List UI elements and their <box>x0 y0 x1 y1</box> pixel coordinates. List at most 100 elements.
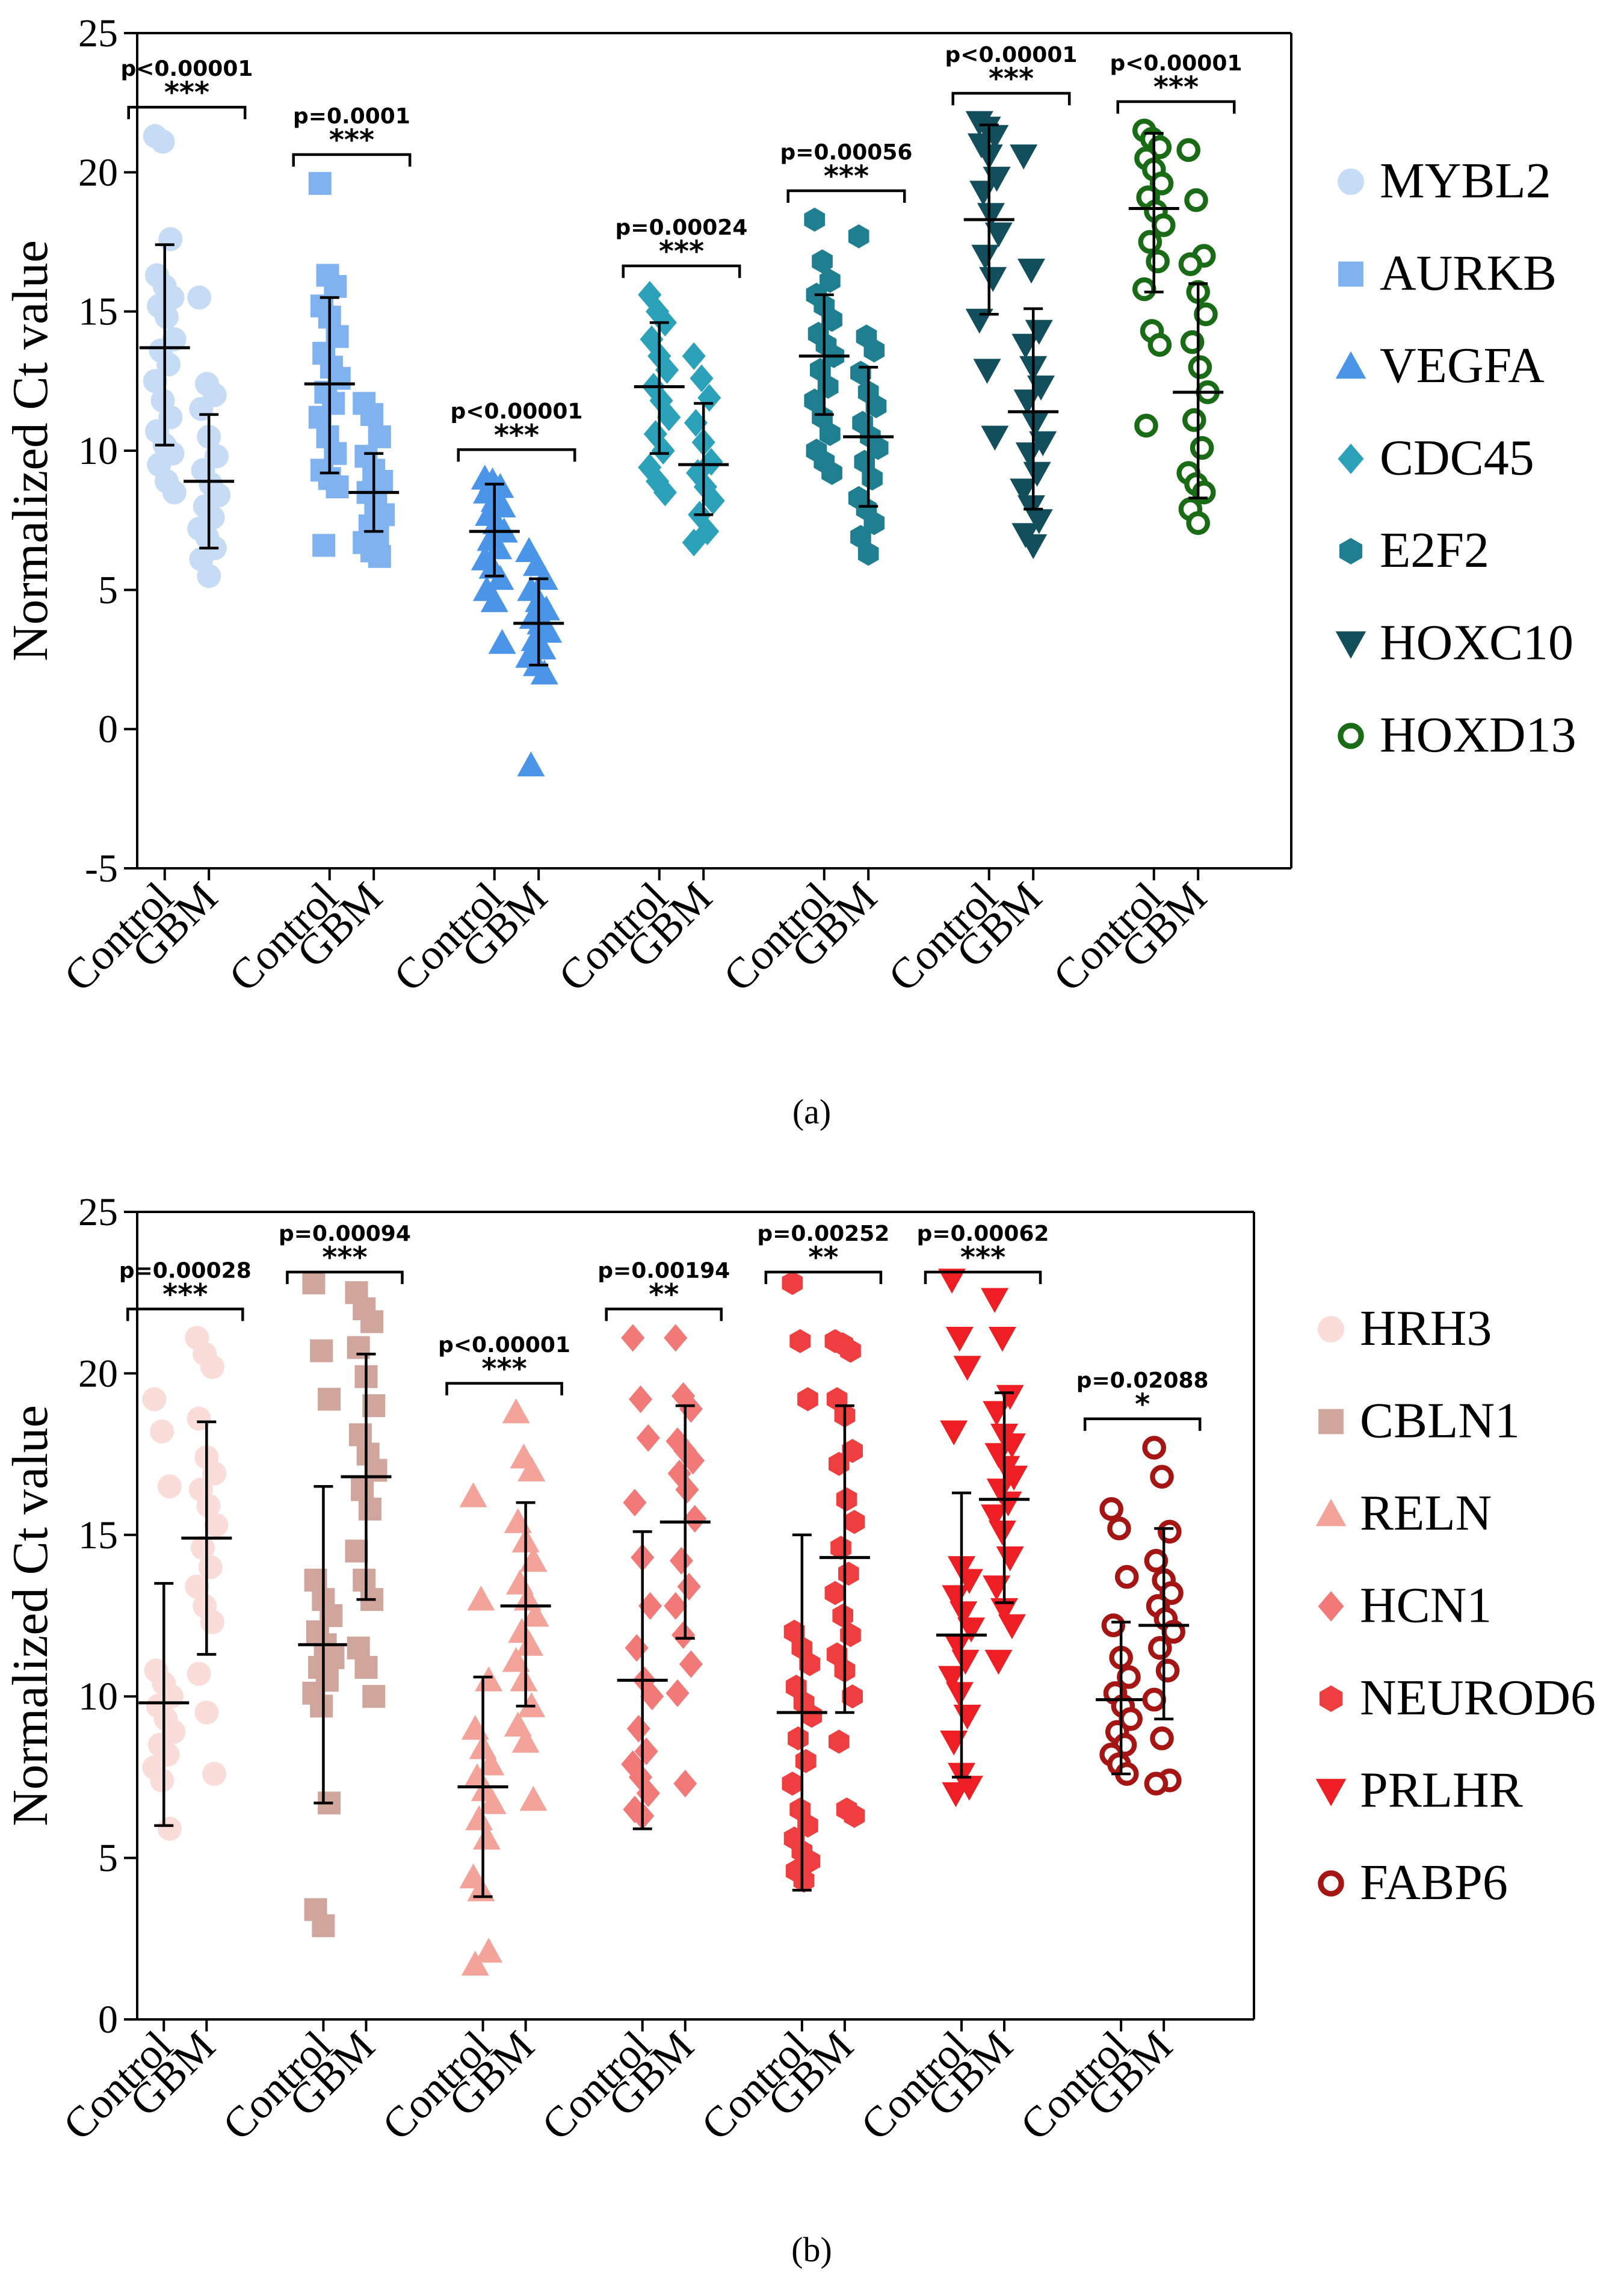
data-point <box>467 1586 495 1611</box>
data-point <box>683 1504 707 1533</box>
data-point <box>1017 258 1045 284</box>
significance-stars: *** <box>481 1352 526 1386</box>
data-point <box>810 357 831 382</box>
data-point <box>324 275 347 298</box>
data-point <box>308 171 332 195</box>
data-point <box>1144 1772 1169 1796</box>
data-point <box>937 1666 966 1691</box>
data-point <box>1147 333 1172 357</box>
data-point <box>797 1387 818 1412</box>
significance-stars: *** <box>162 1277 208 1311</box>
data-point <box>1132 277 1156 301</box>
significance-stars: *** <box>989 62 1034 96</box>
data-point <box>940 1420 968 1446</box>
data-point <box>789 1329 810 1353</box>
data-point <box>1010 144 1038 170</box>
data-point <box>459 1482 487 1507</box>
data-point <box>1000 1465 1028 1491</box>
data-point <box>1184 188 1208 212</box>
p-value-label: p=0.00062 <box>917 1222 1049 1246</box>
error-bar <box>1154 1527 1174 1721</box>
data-point <box>1010 478 1038 504</box>
data-point <box>1138 230 1162 254</box>
significance-bracket <box>622 264 741 278</box>
data-point <box>1021 412 1049 437</box>
data-point <box>465 1805 493 1830</box>
data-point <box>318 1388 341 1411</box>
data-point <box>308 406 332 429</box>
data-point <box>664 1592 688 1620</box>
legend-marker <box>1318 1409 1344 1435</box>
data-point <box>1029 431 1057 457</box>
p-value-label: p<0.00001 <box>451 399 583 424</box>
data-point <box>351 1478 374 1501</box>
data-point <box>804 388 826 413</box>
data-point <box>672 1621 696 1649</box>
error-bar <box>516 1501 536 1708</box>
p-value-label: p=0.0001 <box>293 104 410 129</box>
significance-stars: ** <box>649 1277 679 1311</box>
data-point <box>1149 171 1174 196</box>
data-point <box>202 1762 227 1787</box>
y-tick-label: 25 <box>78 1190 118 1234</box>
data-point <box>812 405 833 430</box>
legend-entry: HCN1 <box>1318 1578 1492 1634</box>
data-point <box>478 1789 507 1814</box>
data-point <box>854 449 875 474</box>
data-point <box>302 1271 326 1295</box>
data-point <box>326 475 349 499</box>
data-point <box>198 1555 223 1580</box>
data-point <box>156 352 181 377</box>
data-point <box>368 545 391 568</box>
legend-label: NEUROD6 <box>1360 1670 1596 1726</box>
data-point <box>836 1487 857 1512</box>
data-point <box>842 1684 863 1709</box>
data-point <box>988 1521 1016 1546</box>
legend-label: HCN1 <box>1360 1578 1492 1634</box>
data-point <box>1146 249 1170 274</box>
data-point <box>675 1475 699 1504</box>
data-point <box>150 1768 174 1793</box>
legend-marker <box>1318 1316 1344 1342</box>
legend-label: AURKB <box>1380 246 1557 301</box>
data-point <box>949 1601 978 1626</box>
caption-a: (a) <box>792 1092 831 1131</box>
caption-b: (b) <box>791 2230 832 2269</box>
data-point <box>623 1489 647 1517</box>
data-point <box>1015 442 1043 468</box>
data-point <box>1194 302 1218 327</box>
data-point <box>690 364 714 392</box>
legend-label: E2F2 <box>1380 522 1489 578</box>
data-point <box>345 1539 368 1563</box>
data-point <box>310 1694 333 1718</box>
data-point <box>517 751 545 777</box>
data-point <box>990 1598 1019 1623</box>
significance-stars: *** <box>164 76 209 110</box>
data-point <box>1144 1548 1169 1573</box>
significance-bracket <box>924 1270 1042 1284</box>
data-point <box>157 1474 182 1499</box>
data-point <box>788 1726 809 1750</box>
data-point <box>626 1714 650 1743</box>
data-point <box>664 1324 688 1352</box>
data-point <box>679 1650 703 1678</box>
p-value-label: p=0.00028 <box>119 1258 252 1283</box>
data-point <box>640 1682 664 1711</box>
significance-bracket <box>1116 100 1236 114</box>
legend-entry: MYBL2 <box>1338 153 1551 209</box>
data-point <box>154 304 179 329</box>
significance-stars: *** <box>659 235 704 268</box>
data-point <box>360 1310 384 1333</box>
error-bar <box>694 402 714 516</box>
legend-entry: E2F2 <box>1339 522 1489 578</box>
data-point <box>204 1513 229 1537</box>
legend-entry: AURKB <box>1338 246 1557 301</box>
y-tick-label: 20 <box>78 150 118 194</box>
data-point <box>844 1803 865 1828</box>
y-tick-label: 20 <box>78 1351 118 1395</box>
data-point <box>677 1572 701 1601</box>
data-point <box>867 436 889 460</box>
data-point <box>937 1268 966 1294</box>
significance-bracket <box>764 1270 883 1284</box>
data-point <box>150 129 175 154</box>
